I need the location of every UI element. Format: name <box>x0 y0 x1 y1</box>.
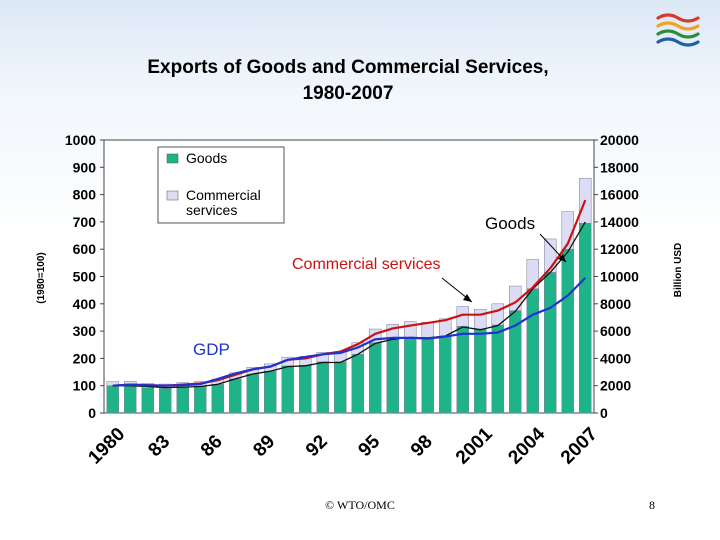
x-tick-label: 89 <box>249 431 279 461</box>
chart-title: Exports of Goods and Commercial Services… <box>147 57 548 78</box>
left-tick-label: 100 <box>73 378 97 394</box>
right-tick-label: 8000 <box>600 296 631 312</box>
bar-goods <box>456 326 469 414</box>
legend-swatch-commercial-services <box>166 190 179 201</box>
x-tick-label: 83 <box>144 431 174 461</box>
annotation-services-arrowhead <box>463 294 472 302</box>
annotation-gdp-bg <box>190 339 238 359</box>
bar-commercial-services <box>474 309 487 330</box>
bar-goods <box>176 386 189 414</box>
legend-box <box>157 146 285 224</box>
annotation-goods: Goods <box>485 214 535 233</box>
annotation-goods-bg <box>482 213 548 233</box>
logo-swoosh <box>656 29 700 39</box>
left-axis-label: (1980=100) <box>36 252 47 303</box>
right-tick-label: 16000 <box>600 187 639 203</box>
bar-goods <box>579 223 592 414</box>
right-tick-label: 10000 <box>600 269 639 285</box>
left-tick-label: 500 <box>73 269 97 285</box>
bar-goods <box>404 336 417 414</box>
bar-goods <box>544 272 557 414</box>
left-tick-label: 600 <box>73 241 97 257</box>
bar-goods <box>194 386 207 414</box>
bar-commercial-services <box>421 321 434 339</box>
left-tick-label: 0 <box>88 405 96 421</box>
annotation-goods-arrowhead <box>558 254 566 262</box>
bar-goods <box>369 342 382 414</box>
left-tick-label: 900 <box>73 159 97 175</box>
logo-swoosh <box>656 37 700 47</box>
right-axis-label: Billion USD <box>673 243 684 297</box>
bar-goods <box>246 373 259 414</box>
right-tick-label: 0 <box>600 405 608 421</box>
x-tick-label: 2007 <box>557 424 602 469</box>
left-tick-label: 1000 <box>65 132 96 148</box>
line-goods <box>112 221 586 389</box>
right-tick-label: 18000 <box>600 159 639 175</box>
bar-goods <box>264 371 277 414</box>
chart-legend: Goods Commercial services <box>157 146 285 224</box>
bar-commercial-services <box>316 352 329 363</box>
bar-goods <box>386 339 399 414</box>
bar-goods <box>526 288 539 414</box>
legend-swatch-goods <box>166 153 179 164</box>
right-tick-label: 2000 <box>600 378 631 394</box>
x-tick-label: 95 <box>354 431 384 461</box>
bar-goods <box>124 385 137 414</box>
copyright-text: © WTO/OMC <box>325 498 395 512</box>
bar-goods <box>106 385 119 414</box>
bar-goods <box>159 388 172 414</box>
wto-logo-icon <box>656 13 700 47</box>
bar-commercial-services <box>106 381 119 386</box>
legend-label-commercial-services: Commercial services <box>186 187 261 218</box>
x-tick-label: 98 <box>407 431 437 461</box>
bar-goods <box>491 324 504 414</box>
left-tick-label: 800 <box>73 187 97 203</box>
x-tick-label: 2004 <box>504 423 549 468</box>
right-tick-label: 20000 <box>600 132 639 148</box>
bar-commercial-services <box>369 328 382 343</box>
bar-goods <box>299 364 312 414</box>
right-tick-label: 12000 <box>600 241 639 257</box>
right-tick-label: 6000 <box>600 323 631 339</box>
bar-goods <box>439 335 452 414</box>
bar-goods <box>316 361 329 414</box>
left-tick-label: 200 <box>73 350 97 366</box>
bar-goods <box>474 328 487 414</box>
annotation-commercial-services: Commercial services <box>292 256 440 273</box>
annotation-gdp: GDP <box>193 340 230 359</box>
logo-swoosh <box>656 13 700 23</box>
x-tick-label: 2001 <box>452 423 497 468</box>
page-number: 8 <box>649 498 655 512</box>
right-tick-label: 4000 <box>600 350 631 366</box>
bar-goods <box>141 387 154 414</box>
annotation-services-bg <box>288 253 496 275</box>
legend-label-goods: Goods <box>186 150 227 166</box>
line-gdp <box>112 277 587 387</box>
bar-goods <box>421 338 434 414</box>
x-tick-label: 86 <box>197 431 227 461</box>
bar-goods <box>281 365 294 414</box>
right-tick-label: 14000 <box>600 214 639 230</box>
x-tick-label: 1980 <box>84 424 129 469</box>
bar-goods <box>351 354 364 414</box>
bar-goods <box>229 378 242 414</box>
left-tick-label: 400 <box>73 296 97 312</box>
logo-swoosh <box>656 21 700 31</box>
bar-goods <box>561 248 574 414</box>
bar-goods <box>334 361 347 414</box>
x-tick-label: 92 <box>302 431 332 461</box>
left-tick-label: 300 <box>73 323 97 339</box>
chart-subtitle: 1980-2007 <box>303 83 394 104</box>
bar-goods <box>211 384 224 414</box>
left-tick-label: 700 <box>73 214 97 230</box>
